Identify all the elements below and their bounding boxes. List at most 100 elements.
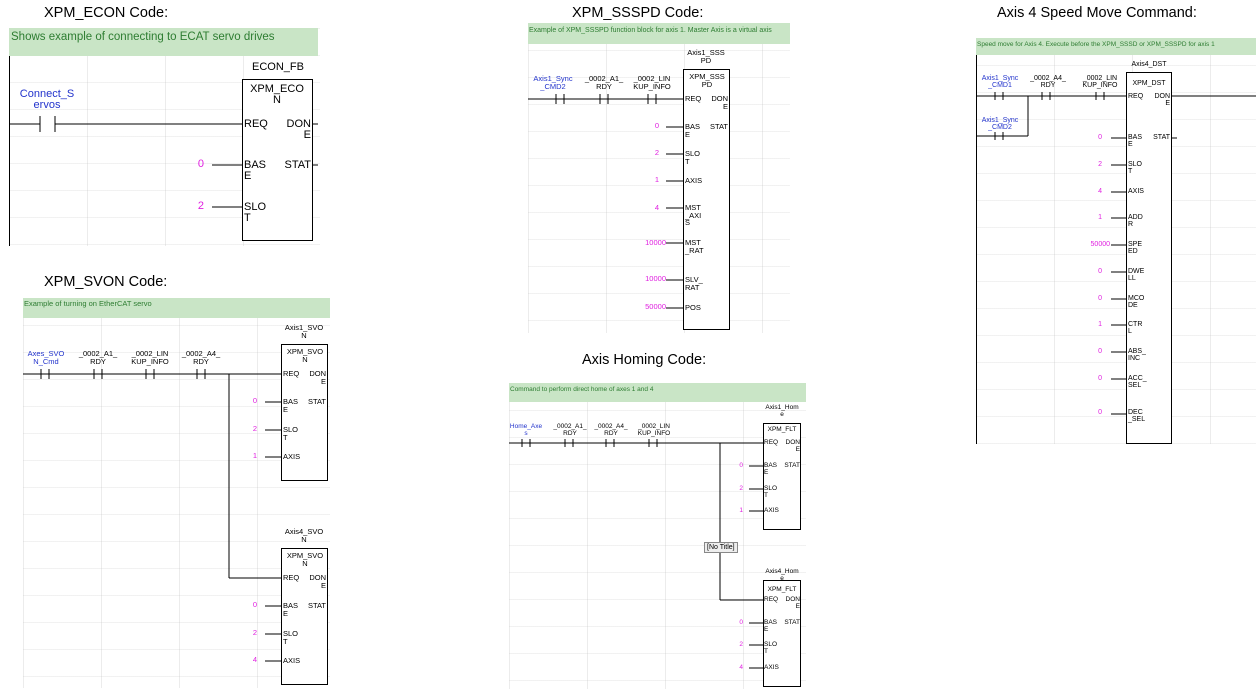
speed-fb-name: XPM_DST (1132, 80, 1166, 87)
svon-contact-axes-svon-cmd: Axes_SVO N_Cmd (27, 349, 65, 366)
speed-contact-linkup-info: _0002_LIN KUP_INFO (1082, 75, 1118, 89)
svon-contact-linkup-info: _0002_LIN KUP_INFO (131, 349, 169, 366)
speed-value-base: 0 (1098, 134, 1102, 141)
speed-comment: Speed move for Axis 4. Execute before th… (976, 38, 1256, 55)
speed-pin-speed: SPE ED (1128, 241, 1143, 255)
speed-pin-stat: STAT (1153, 134, 1170, 141)
speed-pin-abs-inc: ABS_ INC (1128, 348, 1146, 362)
homing-contact-a4-rdy: _0002_A4_ RDY (594, 423, 628, 437)
homing-block2-pin-done: DON E (785, 596, 800, 610)
econ-instance-name: ECON_FB (252, 61, 304, 73)
homing-block2-value-base: 0 (739, 619, 743, 626)
speed-pin-acc-sel: ACC_ SEL (1128, 375, 1147, 389)
ssspd-pin-base: BAS E (685, 122, 701, 139)
homing-block1-pin-axis: AXIS (764, 507, 779, 514)
ssspd-pin-done: DON E (711, 94, 728, 111)
speed-title: Axis 4 Speed Move Command: (997, 5, 1197, 21)
svon-block1-value-axis: 1 (252, 451, 257, 460)
speed-value-acc-sel: 0 (1098, 375, 1102, 382)
speed-contact-axis1-sync-cmd2: Axis1_Sync _CMD2 (981, 117, 1019, 131)
econ-ladder-panel: Shows example of connecting to ECAT serv… (9, 28, 320, 246)
speed-pin-req: REQ (1128, 93, 1144, 100)
speed-pin-addr: ADD R (1128, 214, 1143, 228)
ssspd-value-axis: 1 (654, 175, 659, 184)
ssspd-value-slv-rat: 10000 (645, 274, 666, 283)
ssspd-pin-req: REQ (685, 94, 702, 103)
speed-value-dec-sel: 0 (1098, 409, 1102, 416)
ssspd-pin-mst-axis: MST _AXI S (685, 203, 702, 227)
econ-pin-slot: SLO T (244, 201, 267, 224)
svon-block2-pin-stat: STAT (307, 601, 326, 610)
homing-block2-pin-base: BAS E (764, 619, 778, 633)
svon-block2-value-axis: 4 (252, 655, 257, 664)
homing-block2-pin-slot: SLO T (764, 641, 778, 655)
homing-contact-linkup-info: _0002_LIN KUP_INFO (637, 423, 671, 437)
speed-pin-ctrl: CTR L (1128, 321, 1143, 335)
speed-value-speed: 50000 (1090, 241, 1110, 248)
ssspd-value-mst-rat: 10000 (645, 238, 666, 247)
svon-block2-fb-name: XPM_SVO N (286, 551, 324, 568)
econ-pin-done: DON E (286, 118, 311, 141)
ssspd-value-base: 0 (654, 121, 659, 130)
speed-contact-axis1-sync-cmd1: Axis1_Sync _CMD1 (981, 75, 1019, 89)
svon-block1-pin-slot: SLO T (283, 425, 299, 442)
svon-block2-pin-base: BAS E (283, 601, 299, 618)
homing-block1-value-axis: 1 (739, 507, 743, 514)
svon-block2-value-slot: 2 (252, 628, 257, 637)
homing-comment: Command to perform direct home of axes 1… (509, 383, 806, 402)
ssspd-value-mst-axis: 4 (654, 203, 659, 212)
svon-block1-pin-axis: AXIS (283, 452, 301, 461)
speed-wiring (976, 55, 1256, 444)
svon-block1-pin-done: DON E (309, 369, 326, 386)
svon-block2-pin-done: DON E (309, 573, 326, 590)
speed-value-mcode: 0 (1098, 295, 1102, 302)
homing-block1-value-base: 0 (739, 462, 743, 469)
speed-pin-mcode: MCO DE (1128, 295, 1145, 309)
ssspd-contact-linkup-info: _0002_LIN KUP_INFO (633, 74, 671, 91)
econ-value-slot: 2 (197, 200, 204, 212)
econ-pin-base: BAS E (244, 159, 267, 182)
homing-ladder-panel: Command to perform direct home of axes 1… (509, 383, 806, 689)
homing-block1-pin-slot: SLO T (764, 485, 778, 499)
econ-fb-name: XPM_ECO N (250, 83, 304, 106)
svon-ladder-panel: Example of turning on EtherCAT servo Axe… (23, 298, 330, 688)
homing-block1-pin-base: BAS E (764, 462, 778, 476)
svon-block1-fb-name: XPM_SVO N (286, 347, 324, 364)
homing-block2-value-axis: 4 (739, 664, 743, 671)
ssspd-contact-axis1-sync-cmd2: Axis1_Sync _CMD2 (533, 74, 573, 91)
ssspd-wiring (528, 69, 730, 330)
ssspd-contact-a1-rdy: _0002_A1_ RDY (584, 74, 624, 91)
ssspd-comment: Example of XPM_SSSPD function block for … (528, 23, 790, 44)
svon-block1-pin-base: BAS E (283, 397, 299, 414)
speed-instance-name: Axis4_DST (1131, 61, 1167, 68)
econ-value-base: 0 (197, 158, 204, 170)
speed-value-axis: 4 (1098, 188, 1102, 195)
econ-pin-stat: STAT (284, 159, 311, 171)
svon-block2-pin-slot: SLO T (283, 629, 299, 646)
ssspd-pin-slv-rat: SLV_ RAT (685, 275, 703, 292)
homing-block1-instance: Axis1_Hom e (765, 404, 799, 418)
speed-contact-a4-rdy: _0002_A4_ RDY (1030, 75, 1066, 89)
ssspd-pin-pos: POS (685, 303, 701, 312)
speed-value-slot: 2 (1098, 161, 1102, 168)
homing-title: Axis Homing Code: (582, 352, 707, 368)
homing-contact-home-axes: Home_Axe s (509, 423, 543, 437)
svon-block2-value-base: 0 (252, 600, 257, 609)
homing-block1-pin-done: DON E (785, 439, 800, 453)
homing-block1-pin-stat: STAT (784, 462, 800, 469)
speed-pin-dwell: DWE LL (1128, 268, 1145, 282)
svon-title: XPM_SVON Code: (44, 274, 168, 290)
ssspd-ladder-panel: Example of XPM_SSSPD function block for … (528, 23, 790, 333)
econ-title: XPM_ECON Code: (44, 5, 169, 21)
speed-ladder-panel: Speed move for Axis 4. Execute before th… (976, 38, 1256, 444)
homing-block2-pin-req: REQ (764, 596, 779, 603)
ssspd-value-pos: 50000 (645, 302, 666, 311)
homing-contact-a1-rdy: _0002_A1_ RDY (553, 423, 587, 437)
ssspd-pin-axis: AXIS (685, 176, 703, 185)
econ-comment: Shows example of connecting to ECAT serv… (9, 28, 318, 56)
speed-pin-slot: SLO T (1128, 161, 1143, 175)
ssspd-pin-slot: SLO T (685, 149, 701, 166)
homing-block2-instance: Axis4_Hom e (765, 568, 799, 582)
ssspd-title: XPM_SSSPD Code: (572, 5, 704, 21)
homing-block2-pin-axis: AXIS (764, 664, 779, 671)
